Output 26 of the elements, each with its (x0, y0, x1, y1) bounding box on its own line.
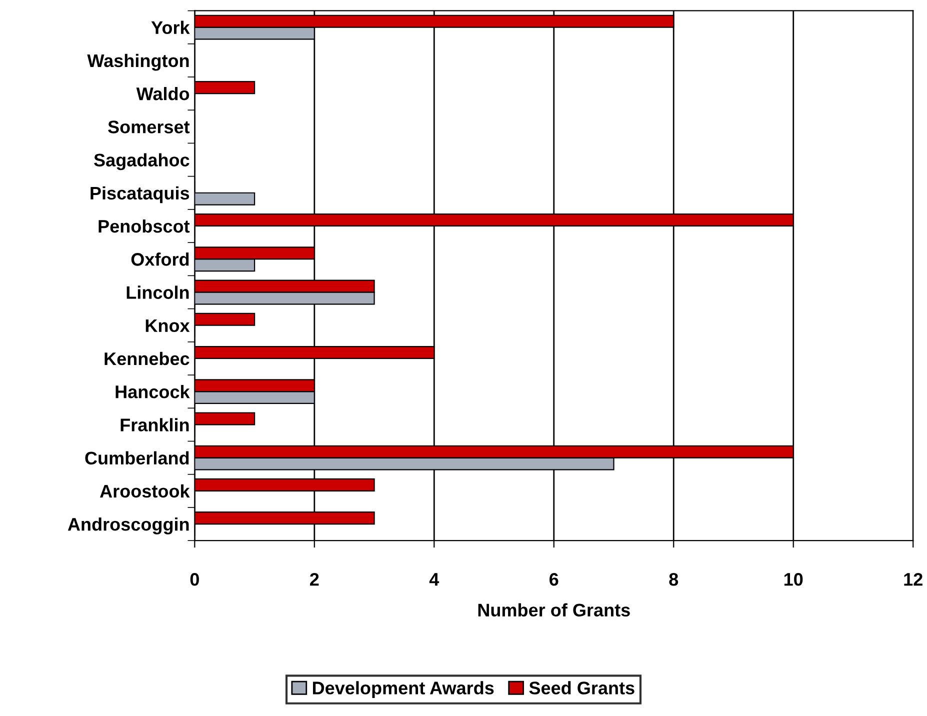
y-tick-label: Cumberland (85, 451, 189, 465)
y-tick-label: Waldo (136, 86, 190, 100)
x-tick-label: 2 (310, 573, 319, 586)
x-tick-label: 0 (190, 573, 199, 586)
x-tick-label: 12 (904, 573, 922, 586)
x-tick-label: 8 (669, 573, 678, 586)
x-tick-label: 4 (429, 573, 440, 586)
legend-label: Seed Grants (529, 681, 634, 694)
legend-label: Development Awards (313, 681, 494, 698)
y-tick-label: Lincoln (126, 286, 189, 299)
y-tick-label: Penobscot (98, 219, 190, 233)
x-tick-label: 10 (784, 573, 803, 586)
y-tick-label: Oxford (131, 252, 189, 266)
y-tick-label: Somerset (108, 120, 190, 134)
y-tick-label: Washington (87, 54, 189, 71)
y-tick-label: Piscataquis (90, 186, 190, 204)
y-tick-label: Sagadahoc (94, 153, 190, 170)
y-tick-label: Hancock (116, 385, 190, 398)
x-axis-title: Number of Grants (478, 603, 630, 617)
y-tick-label: Aroostook (100, 484, 190, 498)
y-tick-label: York (151, 20, 190, 34)
x-tick-label: 6 (550, 573, 558, 586)
y-tick-label: Franklin (120, 418, 189, 432)
y-tick-label: Knox (146, 319, 190, 332)
y-tick-label: Kennebec (104, 352, 190, 366)
y-tick-label: Androscoggin (68, 517, 189, 534)
